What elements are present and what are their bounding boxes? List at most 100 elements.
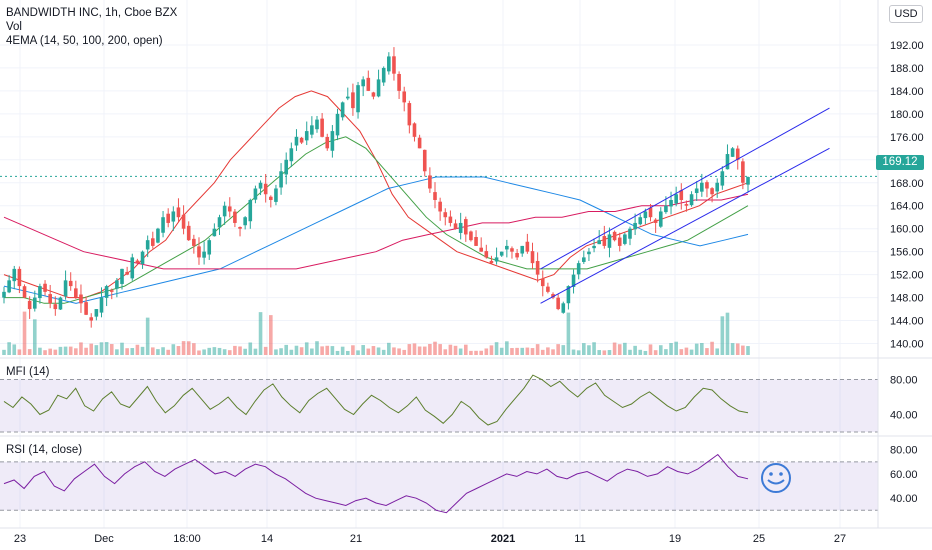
candle-body: [269, 196, 273, 200]
candle-body: [638, 217, 643, 225]
volume-bar: [145, 317, 150, 355]
time-tick-label: 18:00: [173, 533, 201, 545]
volume-bar: [643, 350, 648, 355]
candle-body: [315, 119, 319, 130]
candle-body: [304, 131, 309, 141]
candle-body: [248, 199, 253, 222]
volume-bar: [515, 347, 519, 355]
last-price-badge: 169.12: [876, 155, 924, 170]
candle-body: [74, 288, 78, 298]
trend-channel: [540, 107, 830, 304]
candle-body: [202, 251, 206, 258]
candle-body: [679, 190, 684, 200]
candle-body: [607, 234, 612, 248]
candle-body: [43, 283, 47, 292]
candle-body: [371, 92, 376, 97]
candle-body: [217, 217, 222, 228]
candle-body: [2, 291, 6, 298]
volume-bar: [135, 344, 140, 355]
price-tick-label: 160.00: [890, 224, 924, 236]
candle-body: [253, 188, 258, 200]
ema-label: 4EMA (14, 50, 100, 200, open): [6, 35, 163, 47]
price-tick-label: 188.00: [890, 63, 924, 75]
volume-bar: [710, 341, 714, 355]
volume-bar: [510, 348, 514, 355]
candle-body: [628, 228, 632, 239]
volume-bar: [74, 348, 78, 355]
volume-bar: [263, 346, 268, 355]
volume-bar: [197, 350, 201, 355]
candle-body: [212, 228, 217, 237]
candle-body: [294, 136, 299, 146]
ema-lines: [3, 90, 749, 304]
volume-bar: [330, 346, 335, 355]
candle-body: [443, 212, 448, 218]
volume-bar: [99, 342, 104, 355]
volume-bar: [684, 347, 689, 355]
volume-bar: [664, 349, 668, 355]
indicator-tick-label: 80.00: [890, 445, 918, 457]
volume-bar: [22, 311, 27, 355]
volume-bar: [679, 349, 684, 355]
ema-line: [3, 193, 749, 270]
volume-bar: [356, 350, 360, 355]
volume-bar: [192, 343, 196, 355]
candle-body: [186, 225, 191, 241]
candle-body: [720, 171, 725, 186]
price-tick-label: 140.00: [890, 339, 924, 351]
candle-body: [284, 159, 289, 175]
currency-badge[interactable]: USD: [889, 5, 923, 23]
candle-body: [700, 182, 704, 192]
volume-bar: [217, 347, 222, 355]
volume-bar: [648, 344, 653, 355]
candle-body: [381, 67, 386, 83]
candle-body: [366, 77, 371, 91]
candle-body: [597, 240, 601, 245]
volume-bar: [387, 342, 391, 355]
candle-body: [32, 297, 37, 309]
candle-body: [587, 251, 591, 255]
volume-bar: [43, 350, 47, 355]
volume-bar: [720, 316, 725, 355]
candle-body: [633, 222, 637, 230]
rsi-pane: [0, 453, 878, 514]
candle-body: [735, 148, 740, 160]
volume-bar: [202, 349, 206, 355]
volume-bar: [7, 342, 11, 355]
candle-body: [623, 234, 627, 244]
candle-body: [94, 309, 99, 317]
volume-bar: [576, 350, 581, 355]
volume-bar: [171, 344, 176, 355]
volume-bar: [438, 344, 442, 355]
candle-body: [479, 247, 483, 252]
volume-bar: [571, 349, 576, 355]
candle-body: [345, 96, 350, 99]
volume-bar: [38, 347, 42, 355]
candle-body: [438, 201, 442, 212]
indicator-line: [3, 374, 749, 426]
volume-bar: [156, 349, 160, 355]
candle-body: [258, 182, 263, 189]
candle-body: [689, 194, 694, 206]
volume-bar: [520, 347, 525, 355]
legend-volume: Vol: [6, 20, 22, 34]
volume-bar: [582, 343, 586, 355]
volume-bar: [422, 346, 427, 355]
candle-body: [79, 294, 83, 304]
candle-body: [674, 194, 678, 204]
volume-bar: [725, 312, 730, 355]
candle-body: [299, 137, 304, 143]
volume-bar: [161, 347, 165, 355]
volume-bar: [258, 312, 263, 355]
volume-bar: [351, 345, 355, 355]
volume-bar: [602, 350, 607, 355]
volume-bar: [140, 346, 145, 355]
volume-bar: [115, 349, 119, 355]
time-tick-label: 23: [14, 533, 26, 545]
volume-bar: [304, 342, 309, 355]
candle-body: [576, 263, 581, 275]
volume-bar: [628, 349, 632, 355]
smiley-icon: [761, 463, 791, 493]
candle-body: [207, 240, 212, 255]
